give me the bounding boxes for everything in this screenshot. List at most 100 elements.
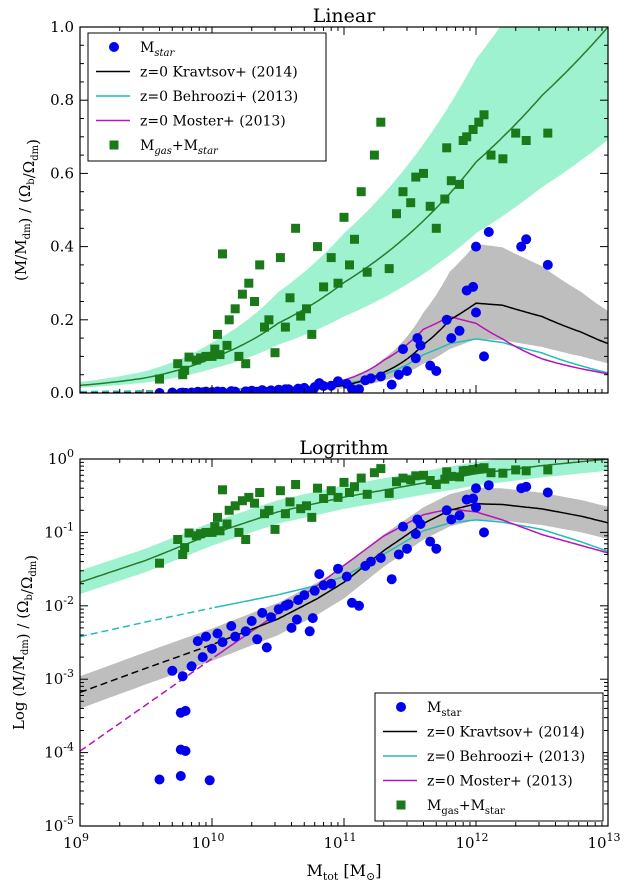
mgas-point [270, 524, 280, 534]
mgas-point [234, 351, 244, 361]
legend-label: z=0 Kravtsov+ (2014) [140, 65, 298, 81]
mstar-point [212, 386, 223, 393]
mgas-point [369, 150, 379, 160]
mstar-point [431, 366, 442, 376]
mstar-point [542, 487, 553, 498]
mgas-point [521, 136, 531, 145]
mgas-point [201, 527, 211, 537]
mstar-point [314, 378, 325, 389]
mstar-point [318, 580, 329, 591]
legend-marker-mstar [109, 42, 119, 52]
x-tick-label: 1011 [323, 831, 356, 852]
mgas-point [440, 194, 450, 204]
x-tick-label: 1013 [587, 831, 620, 852]
mstar-point [326, 578, 337, 589]
mgas-point [498, 468, 508, 478]
mstar-point [291, 385, 302, 393]
y-axis-label: (M/Mdm) / (Ωb/Ωdm) [12, 139, 42, 281]
mgas-point [250, 297, 259, 306]
mgas-point [291, 480, 301, 489]
mgas-point [411, 471, 421, 481]
mstar-point [192, 636, 203, 647]
mgas-point [339, 212, 349, 222]
mstar-point [375, 552, 386, 563]
mgas-point [419, 470, 428, 480]
mstar-point [386, 574, 397, 585]
mgas-point [218, 485, 227, 495]
mstar-point [483, 227, 494, 237]
legend-label: z=0 Behroozi+ (2013) [140, 89, 298, 105]
mstar-point [446, 514, 457, 525]
mstar-point [240, 626, 251, 637]
legend: Mstar z=0 Kravtsov+ (2014) z=0 Behroozi+ (… [87, 32, 327, 162]
mgas-point [224, 315, 234, 325]
legend-label: z=0 Moster+ (2013) [140, 114, 286, 130]
mstar-point [257, 385, 268, 393]
mgas-point [173, 535, 183, 544]
mstar-point [412, 333, 423, 344]
mgas-point [479, 463, 489, 473]
mgas-point [213, 512, 222, 522]
mstar-point [266, 385, 276, 393]
x-tick-label: 1010 [191, 831, 224, 852]
mstar-point [471, 483, 481, 494]
mstar-point [483, 480, 494, 491]
panel-linear: 0.0 0.2 0.4 0.6 0.8 1.0 Linear (M/Mdm) / (Ωb/Ωd… [12, 5, 609, 402]
panel-title: Logrithm [299, 437, 388, 459]
panel-log: 10-5 10-4 10-3 10-2 10-1 100 109 1010 1011 1012 10… [10, 437, 621, 883]
mgas-point [196, 529, 206, 539]
y-tick-label: 0.8 [50, 91, 74, 109]
mgas-point [285, 497, 295, 507]
mgas-point [260, 322, 269, 332]
mgas-point [362, 489, 372, 499]
mgas-point [234, 527, 244, 537]
mstar-point [354, 600, 364, 611]
mstar-point [186, 661, 197, 672]
mstar-point [261, 642, 272, 653]
y-tick-label: 10-5 [44, 814, 74, 835]
mgas-point [350, 482, 359, 492]
mstar-point [286, 622, 297, 633]
legend-marker-mstar [396, 702, 406, 712]
mgas-point [543, 465, 553, 475]
mgas-point [207, 527, 217, 537]
mstar-point [425, 536, 436, 547]
mstar-point [192, 386, 203, 393]
mgas-point [406, 198, 416, 208]
mgas-point [392, 209, 401, 219]
mstar-point [441, 505, 452, 516]
mgas-point [255, 260, 265, 270]
mgas-point [333, 492, 343, 502]
mgas-point [224, 505, 234, 515]
mstar-point [410, 353, 421, 364]
mstar-point [217, 637, 228, 648]
legend-label: Mstar [427, 700, 461, 719]
mgas-point [356, 473, 366, 483]
mstar-point [212, 628, 223, 639]
mgas-point [155, 558, 164, 568]
mgas-point [302, 304, 311, 314]
mgas-point [180, 543, 190, 553]
mgas-point [468, 465, 478, 474]
mstar-point [180, 705, 191, 716]
mstar-point [207, 643, 217, 654]
mstar-point [201, 631, 211, 642]
mstar-point [341, 571, 352, 582]
mgas-point [398, 187, 408, 197]
mstar-point [471, 307, 481, 318]
y-tick-label: 10-3 [44, 667, 74, 688]
mstar-point [393, 549, 404, 560]
mgas-point [180, 365, 190, 375]
mgas-point [241, 359, 251, 369]
mstar-point [365, 556, 376, 567]
mgas-point [425, 476, 435, 485]
mstar-point [454, 510, 465, 521]
mstar-point [180, 746, 191, 756]
mgas-point [218, 249, 227, 259]
mgas-point [184, 352, 194, 362]
mgas-point [406, 475, 416, 485]
mstar-point [309, 585, 320, 596]
mgas-point [264, 505, 274, 515]
y-tick-label: 0.4 [50, 238, 74, 256]
mstar-point [468, 493, 479, 504]
